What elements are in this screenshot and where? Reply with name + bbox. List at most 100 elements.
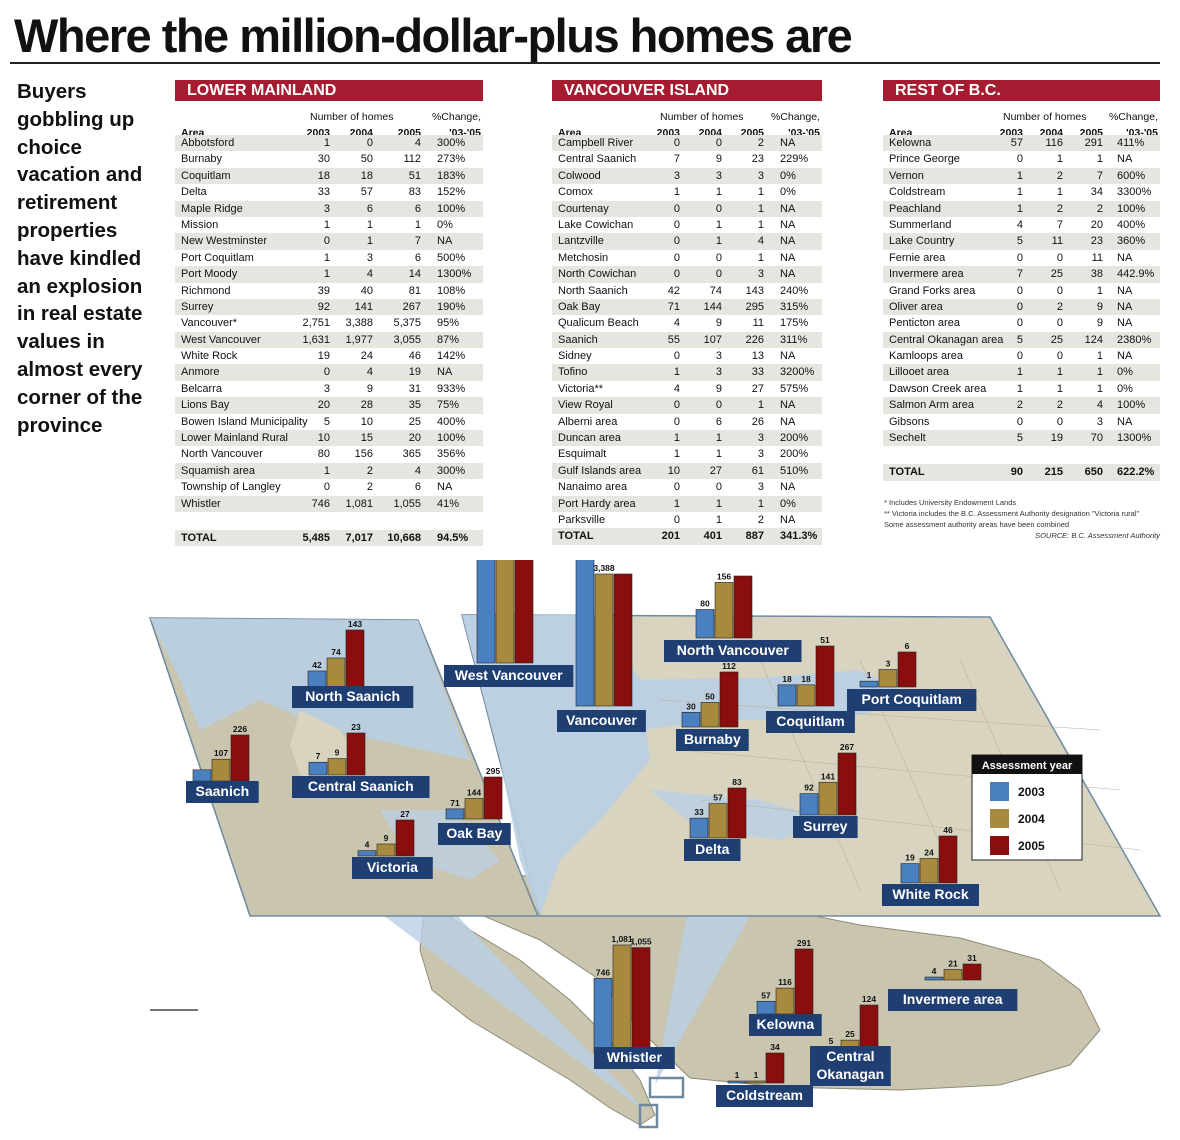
table-row: Abbotsford 1 0 4 300% (175, 135, 483, 152)
place-label: Surrey (803, 818, 848, 834)
cell-2003: 90 (1010, 466, 1023, 479)
bar-2003 (575, 560, 595, 707)
cell-2004: 1 (366, 235, 373, 248)
cell-2004: 1 (1056, 186, 1063, 199)
bar-2004 (796, 684, 816, 707)
cell-area: Coquitlam (181, 169, 231, 182)
cell-2005: 34 (1090, 186, 1103, 199)
place-label-bg (594, 1047, 675, 1069)
cell-2005: 27 (751, 382, 764, 395)
cell-2005: 1 (757, 399, 764, 412)
bar-2005 (765, 1052, 785, 1084)
bar-value-label: 144 (467, 787, 481, 797)
cell-2003: 1 (673, 497, 680, 510)
cell-area: TOTAL (889, 466, 925, 479)
bar-value-label: 3 (886, 659, 891, 669)
bar-group-oak-bay: 71 144 295 Oak Bay (438, 766, 511, 845)
table-row: Richmond 39 40 81 108% (175, 283, 483, 299)
bar-value-label: 21 (948, 958, 958, 968)
cell-2003: 7 (1016, 268, 1023, 281)
table-row: Colwood 3 3 3 0% (552, 167, 822, 185)
bar-2005 (859, 1004, 879, 1050)
table-row: Lillooet area 1 1 1 0% (883, 364, 1160, 381)
cell-change: NA (437, 235, 453, 248)
cell-change: 190% (437, 300, 466, 313)
cell-2003: 0 (673, 481, 680, 494)
cell-2004: 3 (366, 251, 373, 264)
bar-value-label: 1 (754, 1070, 759, 1080)
bar-2005 (794, 948, 814, 1015)
cell-2003: 5 (323, 415, 330, 428)
cell-change: NA (780, 202, 796, 215)
bar-group-delta: 33 57 83 Delta (684, 777, 747, 861)
cell-change: 142% (437, 350, 466, 363)
cell-2003: 1 (673, 432, 680, 445)
cell-2003: 55 (667, 333, 680, 346)
cell-2004: 2 (1056, 169, 1063, 182)
cell-2004: 0 (366, 137, 373, 149)
cell-2005: 3 (757, 169, 764, 182)
cell-change: NA (1117, 300, 1133, 313)
cell-2005: 6 (414, 202, 421, 215)
cell-2005: 124 (1084, 333, 1103, 346)
table-row: Prince George 0 1 1 NA (883, 151, 1160, 167)
place-label: West Vancouver (455, 667, 563, 683)
cell-2005: 35 (408, 399, 421, 412)
header-number-of-homes: Number of homes (310, 111, 394, 123)
cell-area: Lake Cowichan (558, 218, 634, 231)
cell-2003: 42 (667, 284, 680, 297)
cell-2003: 92 (317, 300, 330, 313)
place-label-bg (684, 839, 741, 861)
cell-2003: 0 (673, 235, 680, 248)
cell-2004: 50 (360, 153, 373, 166)
place-label: North Vancouver (677, 642, 790, 658)
table-title: VANCOUVER ISLAND (552, 80, 822, 101)
cell-change: 152% (437, 186, 466, 199)
cell-area: Mission (181, 218, 219, 231)
place-label: Coquitlam (776, 713, 844, 729)
cell-area: Esquimalt (558, 448, 607, 461)
cell-change: 41% (437, 497, 460, 510)
cell-2005: 7 (1096, 169, 1103, 182)
cell-area: Squamish area (181, 464, 255, 477)
table-row: Lake Country 5 11 23 360% (883, 233, 1160, 250)
cell-2003: 20 (317, 399, 330, 412)
table-row: Qualicum Beach 4 9 11 175% (552, 315, 822, 331)
cell-2004: 144 (703, 300, 722, 313)
cell-2004: 107 (703, 333, 722, 346)
cell-area: Sidney (558, 350, 592, 363)
table-row: White Rock 19 24 46 142% (175, 348, 483, 364)
bar-2003 (681, 711, 701, 728)
bar-value-label: 57 (761, 990, 771, 1000)
place-label: Port Coquitlam (862, 691, 962, 707)
cell-area: TOTAL (181, 531, 217, 544)
bar-2003 (900, 863, 920, 884)
bar-2005 (514, 560, 534, 664)
cell-2005: 650 (1084, 466, 1103, 479)
cell-area: West Vancouver (181, 333, 261, 346)
cell-change: 600% (1117, 169, 1146, 182)
bar-2003 (689, 817, 709, 839)
legend-label-2005: 2005 (1018, 839, 1045, 853)
cell-area: Coldstream (889, 186, 946, 199)
place-label: White Rock (892, 886, 968, 902)
cell-2005: 112 (403, 153, 421, 166)
table-row: Salmon Arm area 2 2 4 100% (883, 397, 1160, 414)
cell-area: Summerland (889, 218, 952, 231)
cell-area: Duncan area (558, 432, 621, 445)
cell-area: Central Saanich (558, 153, 637, 166)
cell-2005: 1 (757, 186, 764, 199)
cell-2003: 0 (673, 415, 680, 428)
cell-2004: 2 (1056, 300, 1063, 313)
table-total-row: TOTAL 90 215 650 622.2% (883, 464, 1160, 481)
cell-2003: 7 (673, 153, 680, 166)
bar-value-label: 34 (770, 1042, 780, 1052)
cell-2003: 3 (673, 169, 680, 182)
bar-2004 (714, 582, 734, 639)
cell-2003: 201 (661, 530, 680, 543)
bar-value-label: 4 (365, 840, 370, 850)
cell-change: NA (1117, 317, 1133, 330)
table-row: Gibsons 0 0 3 NA (883, 414, 1160, 430)
cell-2003: 0 (673, 513, 680, 526)
connector-mainland (655, 898, 760, 1085)
